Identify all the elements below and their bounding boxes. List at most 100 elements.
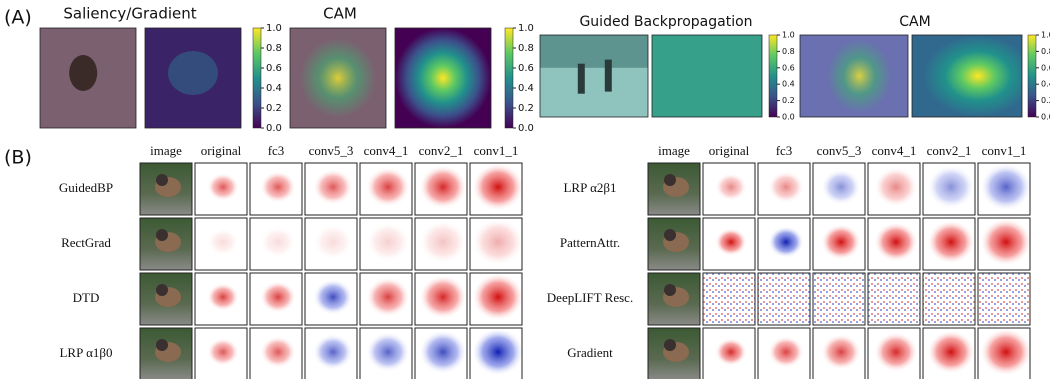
row-label: Gradient	[567, 345, 613, 360]
panel-label: (A)	[4, 7, 32, 29]
bird-head	[156, 174, 168, 186]
bird-head	[664, 284, 676, 296]
colorbar-tick-label: 0.4	[266, 83, 282, 94]
saliency	[768, 171, 804, 203]
heatmap-cell	[813, 273, 865, 325]
colorbar-tick-label: 0.8	[782, 47, 795, 56]
saliency	[980, 163, 1032, 211]
image	[290, 28, 386, 128]
heatmap-cell	[195, 328, 247, 379]
saliency	[821, 224, 861, 260]
saliency	[419, 220, 467, 264]
heatmap-cell	[813, 218, 865, 270]
saliency	[715, 173, 747, 201]
colorbar-tick-label: 0.8	[266, 43, 282, 54]
colorbar-tick-label: 0.6	[782, 63, 795, 72]
map	[912, 35, 1022, 117]
column-header: conv1_1	[474, 143, 519, 158]
person	[605, 60, 612, 92]
heatmap-cell	[758, 273, 810, 325]
heatmap-cell	[813, 328, 865, 379]
panel-title: CAM	[323, 5, 357, 23]
saliency	[366, 167, 410, 207]
heatmap-cell	[360, 328, 412, 379]
saliency	[472, 273, 524, 321]
map	[395, 28, 491, 128]
column-header: conv1_1	[982, 143, 1027, 158]
heatmap-cell	[360, 218, 412, 270]
saliency	[207, 338, 239, 366]
heatmap-cell	[250, 218, 302, 270]
colorbar-tick-label: 0.2	[782, 96, 795, 105]
saliency	[313, 224, 353, 260]
row-label: PatternAttr.	[560, 235, 620, 250]
heatmap-cell	[140, 218, 192, 270]
heatmap-cell	[923, 218, 975, 270]
cell-bg	[978, 273, 1030, 325]
heatmap-cell	[470, 218, 524, 270]
heatmap-cell	[360, 163, 412, 215]
heatmap-cell	[415, 218, 467, 270]
panel-title: Saliency/Gradient	[63, 5, 196, 23]
heatmap-cell	[305, 163, 357, 215]
saliency	[472, 163, 524, 211]
bird-head	[664, 339, 676, 351]
heatmap-cell	[978, 163, 1032, 215]
heatmap-cell	[703, 163, 755, 215]
heatmap-cell	[140, 163, 192, 215]
column-header: conv2_1	[927, 143, 972, 158]
column-header: conv5_3	[309, 143, 354, 158]
colorbar-tick-label: 0.2	[266, 103, 282, 114]
heatmap-cell	[195, 218, 247, 270]
saliency	[768, 336, 804, 368]
colorbar-tick-label: 1.0	[782, 31, 795, 40]
saliency	[207, 228, 239, 256]
row-label: GuidedBP	[59, 180, 113, 195]
colorbar-tick-label: 0.0	[266, 123, 282, 134]
saliency	[874, 167, 918, 207]
colorbar	[505, 28, 513, 128]
heatmap-cell	[250, 328, 302, 379]
column-header: conv5_3	[817, 143, 862, 158]
heatmap-cell	[758, 163, 810, 215]
heatmap-cell	[648, 218, 700, 270]
colorbar-tick-label: 0.2	[1041, 96, 1050, 105]
heatmap-cell	[415, 273, 467, 325]
colorbar-tick-label: 0.6	[518, 63, 534, 74]
heatmap-cell	[415, 163, 467, 215]
saliency	[260, 171, 296, 203]
image	[40, 28, 136, 128]
colorbar-tick-label: 0.8	[1041, 47, 1050, 56]
image	[540, 35, 648, 117]
subject	[69, 55, 97, 91]
saliency	[715, 338, 747, 366]
heatmap-cell	[868, 328, 920, 379]
saliency	[874, 222, 918, 262]
colorbar-tick-label: 0.4	[1041, 80, 1050, 89]
person	[578, 64, 585, 94]
column-header: fc3	[268, 143, 285, 158]
colorbar-tick-label: 0.2	[518, 103, 534, 114]
saliency	[980, 218, 1032, 266]
heatmap-cell	[648, 328, 700, 379]
panel-title: Guided Backpropagation	[579, 14, 752, 30]
heatmap-cell	[978, 273, 1030, 325]
cell-bg	[703, 273, 755, 325]
saliency	[927, 220, 975, 264]
saliency	[313, 169, 353, 205]
colorbar-tick-label: 1.0	[518, 23, 534, 34]
column-header: original	[201, 143, 242, 158]
colorbar-tick-label: 0.8	[518, 43, 534, 54]
heatmap-cell	[868, 273, 920, 325]
saliency	[768, 226, 804, 258]
heatmap-cell	[360, 273, 412, 325]
bird-head	[156, 229, 168, 241]
colorbar	[769, 35, 777, 117]
saliency	[419, 165, 467, 209]
colorbar-tick-label: 1.0	[1041, 31, 1050, 40]
heatmap-cell	[140, 328, 192, 379]
saliency	[472, 328, 524, 376]
heatmap-cell	[470, 163, 524, 215]
heatmap-cell	[250, 163, 302, 215]
column-header: image	[658, 143, 690, 158]
